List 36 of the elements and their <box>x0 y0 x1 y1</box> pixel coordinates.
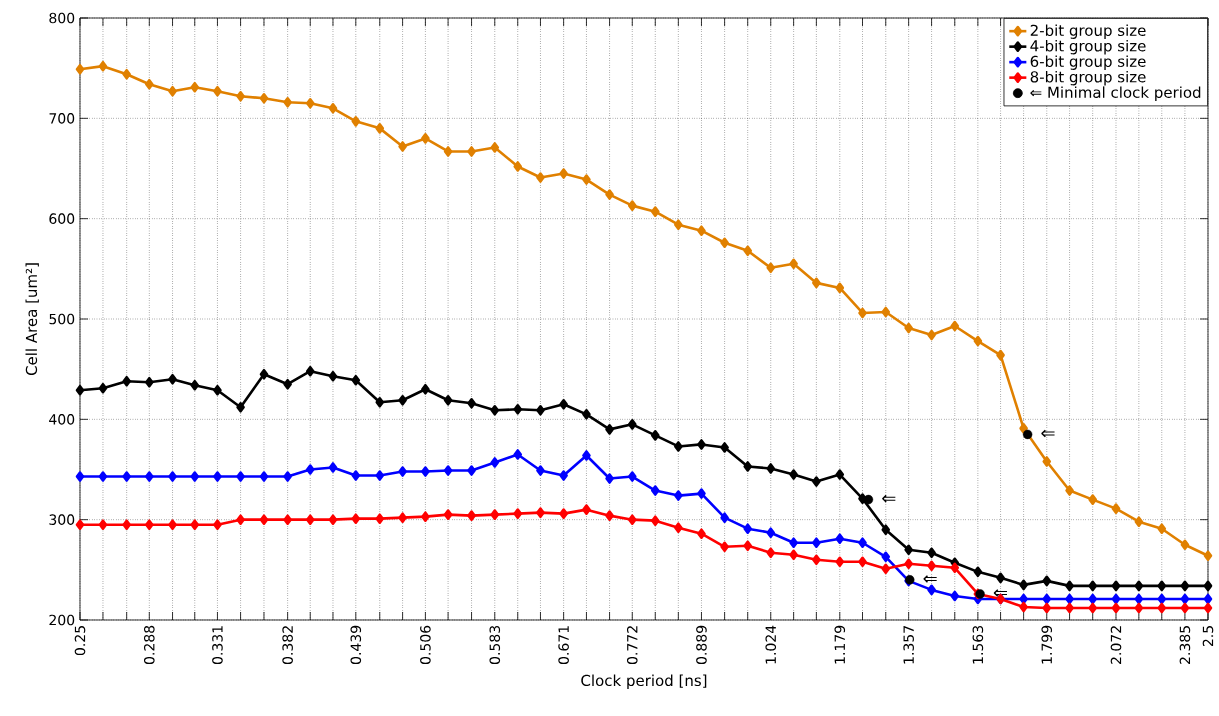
x-tick-label: 1.024 <box>765 625 777 664</box>
annotation: ⇐ <box>923 575 937 583</box>
y-tick-label: 700 <box>49 113 75 124</box>
y-tick-label: 500 <box>49 313 75 325</box>
legend-label: 8-bit group size <box>1030 70 1146 86</box>
legend-label: 4-bit group size <box>1030 39 1146 55</box>
y-tick-label: 300 <box>49 514 75 525</box>
annotation: ⇐ <box>1041 429 1055 438</box>
legend-label: ⇐ Minimal clock period <box>1030 86 1201 101</box>
x-tick-label: 2.5 <box>1202 626 1214 647</box>
x-tick-label: 0.671 <box>558 626 569 665</box>
x-tick-label: 0.583 <box>489 625 501 665</box>
legend-label: 6-bit group size <box>1030 55 1146 70</box>
x-axis-title: Clock period [ns] <box>581 674 707 689</box>
x-tick-label: 0.889 <box>696 625 707 665</box>
y-tick-label: 600 <box>49 213 75 224</box>
x-tick-label: 0.25 <box>74 626 86 656</box>
y-axis-title: Cell Area [um²] <box>25 263 39 376</box>
x-tick-label: 1.563 <box>972 625 984 664</box>
x-tick-label: 2.072 <box>1110 626 1122 664</box>
x-tick-label: 0.288 <box>144 625 155 665</box>
annotation: ⇐ <box>993 589 1007 597</box>
y-tick-label: 400 <box>49 414 75 425</box>
y-tick-label: 800 <box>49 12 75 24</box>
x-tick-label: 0.331 <box>212 626 223 665</box>
x-tick-label: 0.506 <box>420 625 431 665</box>
x-tick-label: 0.439 <box>350 625 362 665</box>
annotation: ⇐ <box>882 494 896 503</box>
y-tick-label: 200 <box>49 614 75 626</box>
x-tick-label: 1.179 <box>834 625 846 664</box>
x-tick-label: 0.772 <box>626 626 638 665</box>
x-tick-label: 1.357 <box>903 626 914 664</box>
legend-label: 2-bit group size <box>1030 24 1146 39</box>
x-tick-label: 1.799 <box>1041 625 1053 664</box>
x-tick-label: 2.385 <box>1179 626 1191 664</box>
x-tick-label: 0.382 <box>282 626 293 665</box>
